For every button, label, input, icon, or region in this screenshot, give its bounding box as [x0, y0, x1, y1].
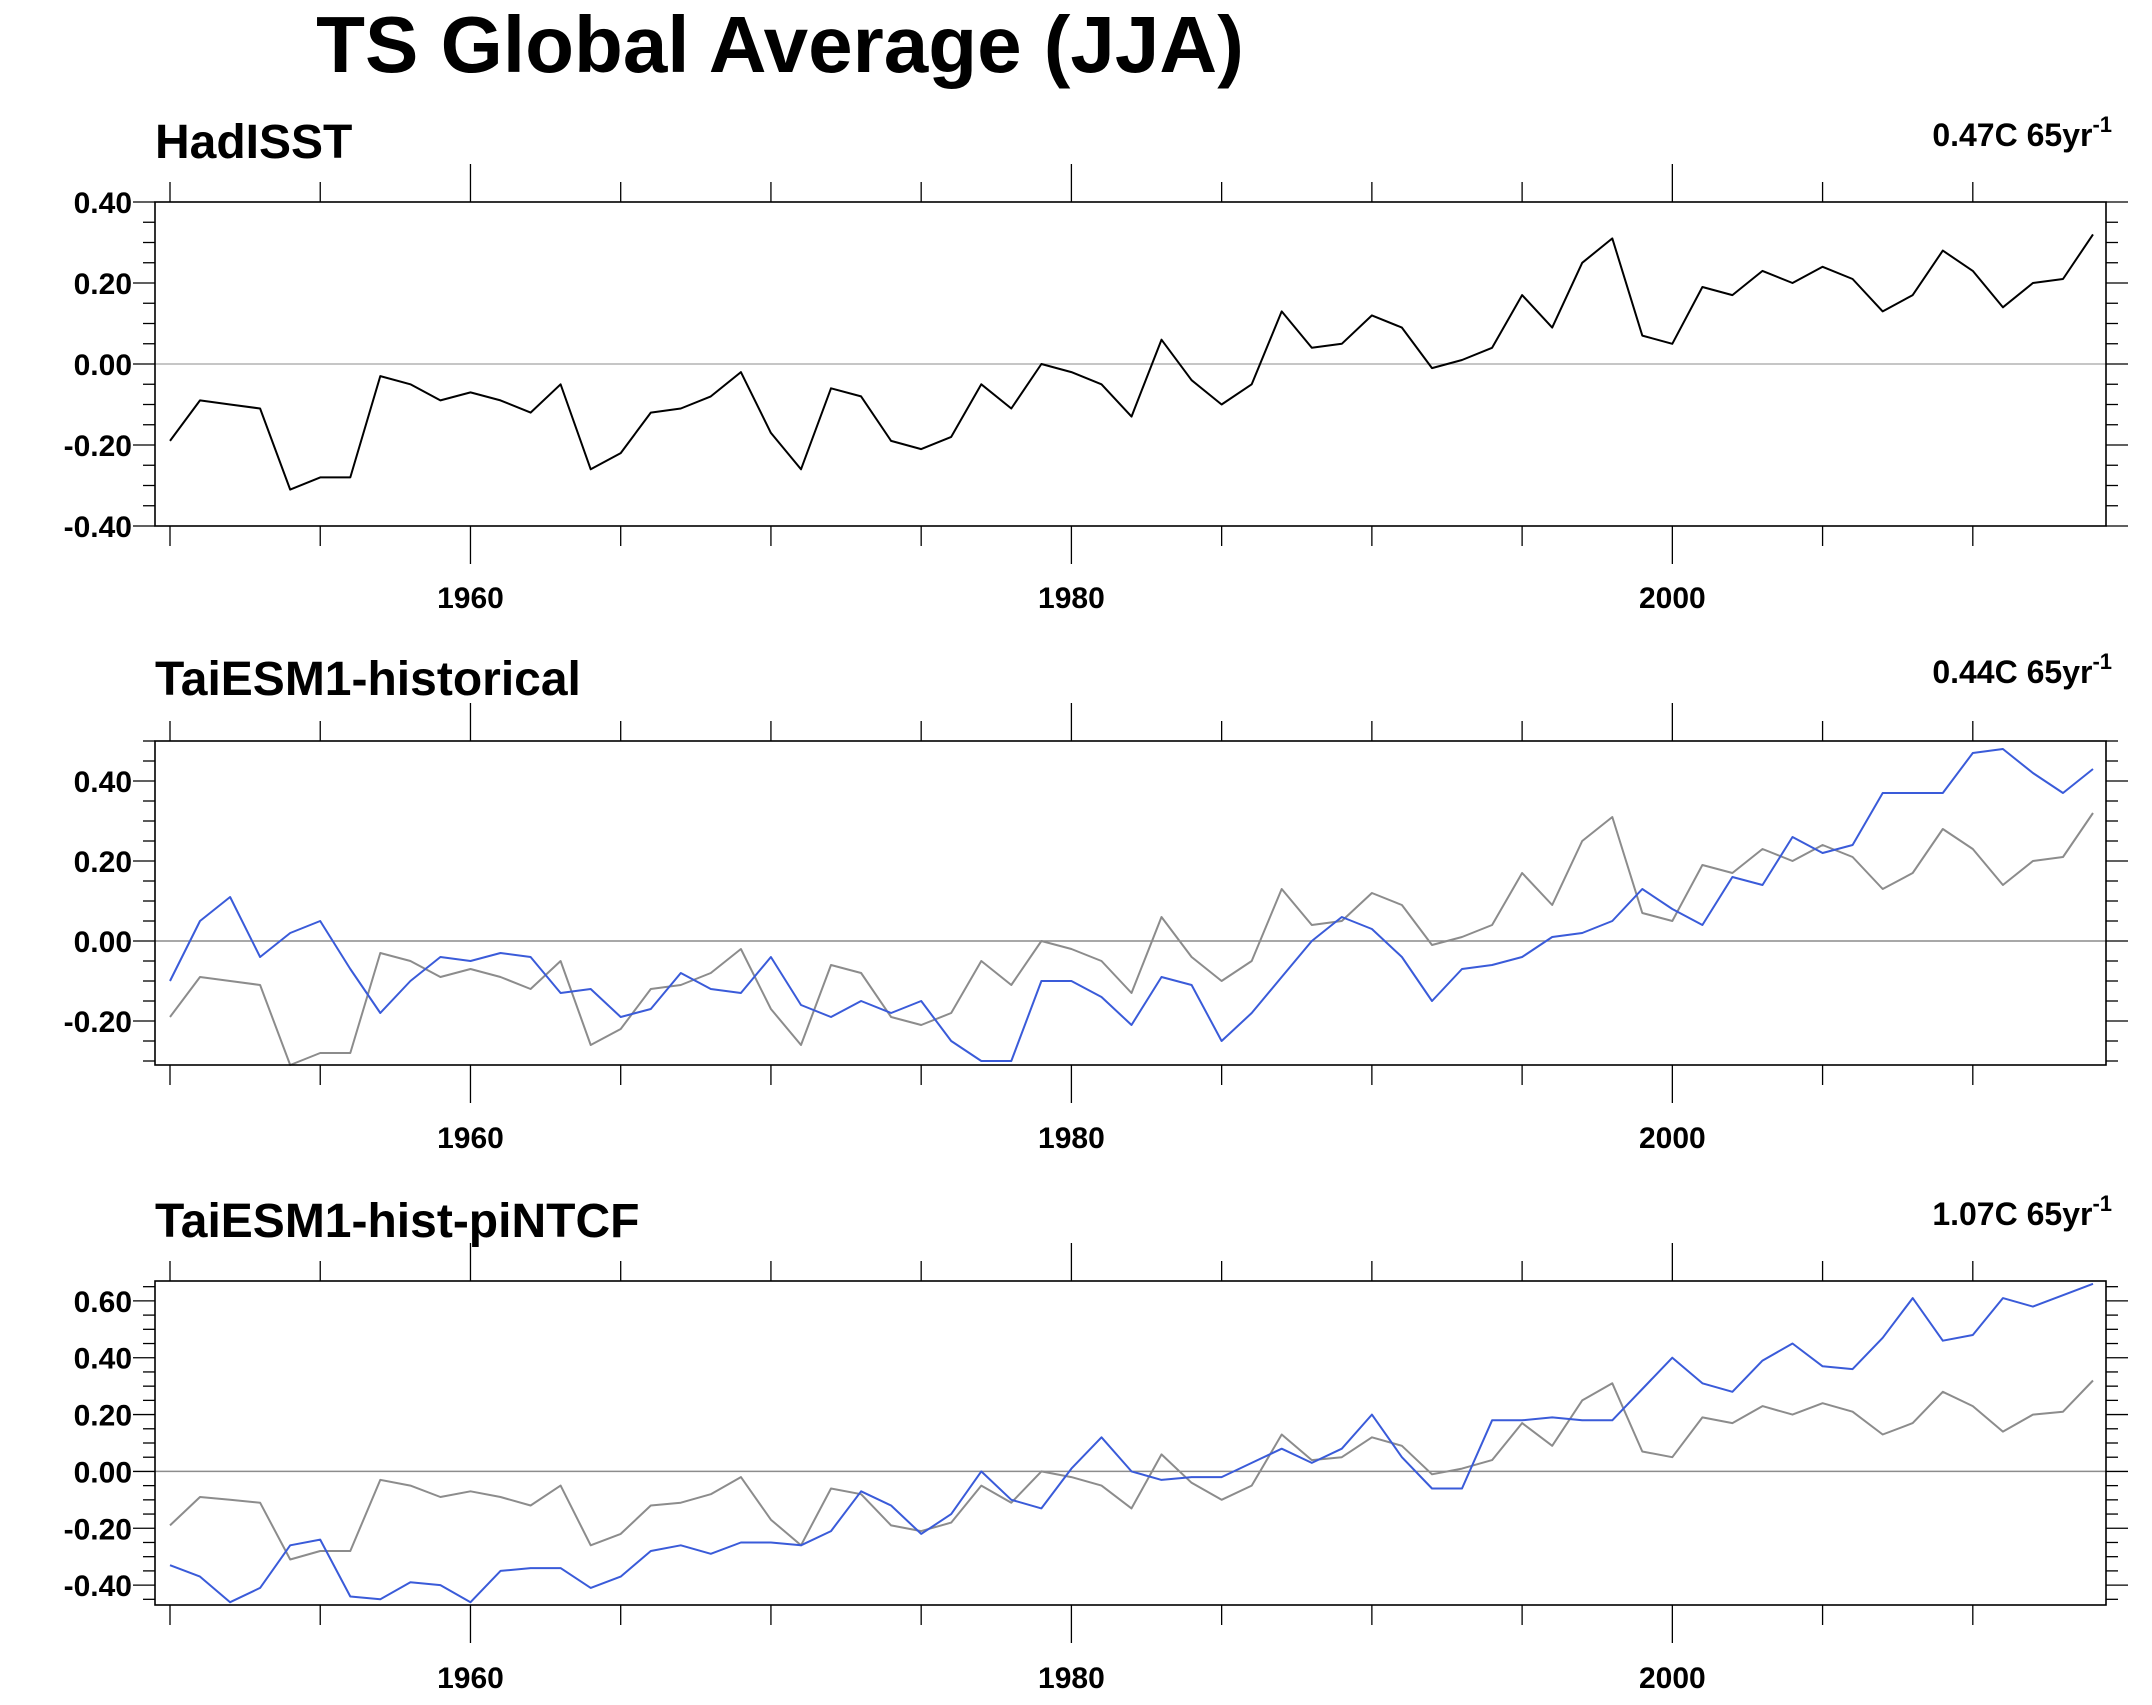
- chart-panel-3: TaiESM1-hist-piNTCF 1.07C 65yr-1 -0.40 -0.2…: [64, 1191, 2128, 1695]
- x-tick-label: 1960: [437, 1122, 504, 1155]
- x-tick-label: 2000: [1639, 582, 1706, 615]
- trend-label: 0.47C 65yr-1: [1932, 112, 2112, 153]
- y-tick-label: -0.20: [64, 1513, 132, 1546]
- chart-panel-2: TaiESM1-historical 0.44C 65yr-1 -0.20 0.00 0…: [64, 649, 2128, 1155]
- y-tick-label: 0.20: [74, 1400, 132, 1433]
- x-tick-label: 2000: [1639, 1662, 1706, 1695]
- y-tick-label: 0.20: [74, 846, 132, 879]
- x-tick-label: 1980: [1038, 1662, 1105, 1695]
- trend-label: 0.44C 65yr-1: [1932, 649, 2112, 690]
- y-tick-label: -0.40: [64, 1570, 132, 1603]
- y-tick-label: 0.40: [74, 187, 132, 220]
- x-tick-label: 1960: [437, 1662, 504, 1695]
- series-line-model: [169, 1282, 2094, 1604]
- plot-frame: [154, 201, 2107, 527]
- series-line-observed: [169, 233, 2094, 491]
- y-tick-label: 0.00: [74, 926, 132, 959]
- x-tick-label: 2000: [1639, 1122, 1706, 1155]
- y-tick-label: -0.20: [64, 430, 132, 463]
- y-tick-label: 0.00: [74, 349, 132, 382]
- y-tick-label: 0.20: [74, 268, 132, 301]
- x-tick-label: 1980: [1038, 582, 1105, 615]
- panel-title: TaiESM1-hist-piNTCF: [155, 1195, 639, 1248]
- plot-frame: [154, 1280, 2107, 1606]
- series-line-model: [169, 748, 2094, 1062]
- plot-frame: [154, 740, 2107, 1066]
- y-tick-label: 0.00: [74, 1456, 132, 1489]
- x-tick-label: 1960: [437, 582, 504, 615]
- y-tick-label: 0.40: [74, 1343, 132, 1376]
- x-tick-label: 1980: [1038, 1122, 1105, 1155]
- y-tick-label: -0.20: [64, 1006, 132, 1039]
- trend-label: 1.07C 65yr-1: [1932, 1191, 2112, 1232]
- series-line-observed_overlay: [169, 812, 2094, 1066]
- series-line-observed_overlay: [169, 1379, 2094, 1561]
- y-tick-label: -0.40: [64, 511, 132, 544]
- y-tick-label: 0.40: [74, 766, 132, 799]
- panel-title: HadISST: [155, 116, 352, 169]
- panel-title: TaiESM1-historical: [155, 653, 581, 706]
- y-tick-label: 0.60: [74, 1286, 132, 1319]
- chart-panel-1: HadISST 0.47C 65yr-1 -0.40 -0.20 0.00 0.20 0.4…: [64, 112, 2128, 615]
- figure-title: TS Global Average (JJA): [316, 0, 1244, 89]
